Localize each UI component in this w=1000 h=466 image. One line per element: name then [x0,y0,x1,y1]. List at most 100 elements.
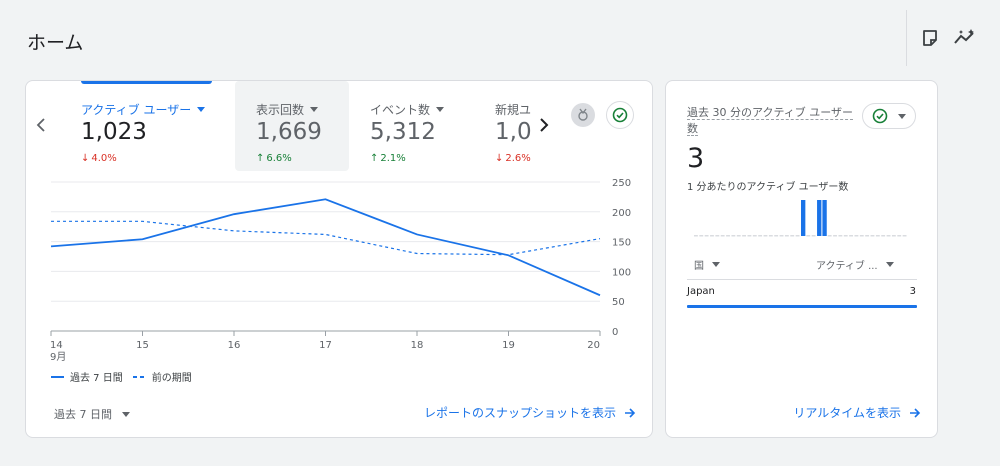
check-circle-icon[interactable] [606,101,634,129]
arrow-right-icon [910,407,921,418]
minute-bar [843,235,848,237]
minute-bar [865,235,870,237]
line-chart: 250 200 150 100 50 0 14 15 16 17 18 19 20 9月 [50,178,631,363]
view-report-snapshot-link[interactable]: レポートのスナップショットを表示 [424,404,636,421]
users-column-header[interactable]: アクティブ ... [816,257,894,272]
minute-bar [726,235,730,237]
minute-bar [768,235,773,237]
series-line-current [50,198,601,297]
minute-bar [795,235,800,237]
metric-change: 2.6% [505,153,531,164]
y-tick-label: 150 [612,238,631,249]
trophy-icon [571,103,595,127]
realtime-title: 過去 30 分のアクティブ ユーザー 数 [687,105,857,137]
chevron-right-icon[interactable] [534,113,554,137]
metric-change: 4.0% [91,153,117,164]
minute-bar [715,235,720,237]
legend-swatch-solid [51,375,64,378]
minute-bar [704,235,709,237]
minute-bar [699,235,704,237]
minute-bar [891,235,896,237]
caret-down-icon [122,411,130,417]
minute-bar [742,235,746,237]
period-dropdown[interactable]: 過去 7 日間 [54,406,130,422]
minute-bar [886,235,891,237]
view-realtime-link[interactable]: リアルタイムを表示 [793,404,921,421]
caret-down-icon [898,113,906,119]
x-tick-label: 20 [587,340,600,351]
page-title: ホーム [27,32,84,54]
metric-change: 6.6% [266,153,292,164]
minute-bar [838,235,843,237]
caret-down-icon [885,262,894,267]
arrow-right-icon [625,407,636,418]
y-tick-label: 100 [612,267,631,278]
minute-bar [859,235,864,237]
x-tick-label: 17 [319,340,332,351]
arrow-down-icon: ↓ [495,153,504,164]
metric-value: 5,312 [370,119,436,145]
table-divider [687,279,917,280]
minute-bar [902,235,907,237]
note-icon[interactable] [918,26,942,50]
metric-label: 表示回数 [256,103,305,117]
minute-bar [774,235,779,237]
x-tick-label: 19 [502,340,515,351]
legend-previous: 前の期間 [151,373,192,384]
minute-bar [854,235,859,237]
minute-bar [811,235,816,237]
caret-down-icon [310,107,319,112]
metric-views[interactable]: 表示回数 1,669 ↑ 6.6% [235,81,349,171]
minute-bar [790,235,795,237]
metric-value: 1,669 [256,119,322,145]
toolbar-divider [906,10,907,66]
caret-down-icon [197,107,206,112]
y-tick-label: 50 [612,297,625,308]
realtime-title-tail: 数 [687,122,698,136]
y-tick-label: 200 [612,208,631,219]
x-tick-label: 16 [228,340,241,351]
y-tick-label: 250 [612,178,631,189]
table-row-value: 3 [909,286,916,297]
minute-bar [784,235,789,237]
metric-label: アクティブ ユーザー [81,103,192,117]
table-row-bar [687,305,917,308]
minute-bar [763,235,768,237]
realtime-link-label: リアルタイムを表示 [793,406,901,420]
metric-active-users[interactable]: アクティブ ユーザー 1,023 ↓ 4.0% [81,81,221,171]
minute-bar [827,235,832,237]
chart-legend: 過去 7 日間 前の期間 [51,369,192,384]
metric-new-users[interactable]: 新規ユ 1,0 ↓ 2.6% [495,81,532,171]
minute-bar [747,235,752,237]
country-column-header[interactable]: 国 [694,257,720,272]
minute-bar [870,235,875,237]
realtime-card: 過去 30 分のアクティブ ユーザー 数 3 1 分あたりのアクティブ ユーザー… [665,80,938,438]
minute-bar [752,235,757,237]
minute-bar [833,235,837,237]
legend-current: 過去 7 日間 [70,373,123,384]
metric-label: 新規ユ [495,103,532,117]
arrow-down-icon: ↓ [81,153,90,164]
metric-events[interactable]: イベント数 5,312 ↑ 2.1% [370,81,480,171]
minute-bar [801,200,806,236]
minute-bar [694,235,698,237]
caret-down-icon [712,262,720,267]
users-header-label: アクティブ ... [816,261,878,272]
insights-icon[interactable] [953,26,977,50]
minute-bar [779,235,784,237]
realtime-status-dropdown[interactable] [862,103,916,129]
realtime-subtitle: 1 分あたりのアクティブ ユーザー数 [687,182,849,193]
caret-down-icon [436,107,445,112]
metric-label: イベント数 [370,103,431,117]
country-header-label: 国 [694,261,704,272]
minute-bar [731,235,736,237]
x-tick-label: 18 [411,340,424,351]
realtime-value: 3 [687,143,705,174]
minute-bar [875,235,880,237]
check-circle-icon [872,108,888,124]
minute-bar-chart [694,200,907,237]
x-month-label: 9月 [50,351,66,363]
chevron-left-icon[interactable] [32,113,50,137]
minute-bar [720,235,725,237]
realtime-title-main: 過去 30 分のアクティブ ユーザー [687,106,854,120]
